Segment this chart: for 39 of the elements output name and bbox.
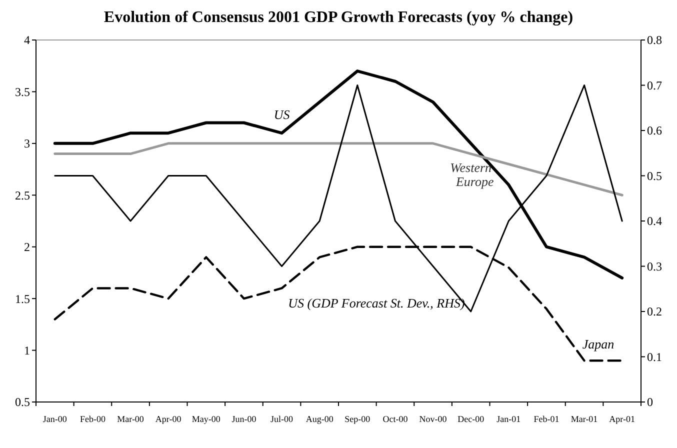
x-tick-label: Oct-00 (382, 414, 408, 424)
x-tick-label: Feb-00 (80, 414, 106, 424)
series-label: US (GDP Forecast St. Dev., RHS) (288, 296, 465, 310)
x-tick-label: Apr-01 (609, 414, 636, 424)
x-tick-label: Nov-00 (419, 414, 448, 424)
y2-tick-label: 0.8 (647, 33, 662, 48)
y-tick-label: 1 (24, 343, 30, 358)
y2-tick-label: 0.2 (647, 304, 662, 319)
y2-tick-label: 0.6 (647, 124, 662, 138)
x-tick-label: Jun-00 (232, 414, 257, 424)
y-tick-label: 3.5 (15, 84, 30, 99)
y-tick-label: 3 (24, 136, 30, 151)
y2-tick-label: 0.7 (647, 78, 662, 92)
x-tick-label: Jul-00 (270, 414, 294, 424)
y-tick-label: 4 (24, 33, 30, 48)
y2-tick-label: 0.4 (647, 214, 662, 228)
y-tick-label: 1.5 (15, 292, 30, 306)
y2-tick-label: 0.1 (647, 350, 662, 364)
series-label: Western Europe (450, 160, 494, 190)
x-tick-label: Dec-00 (458, 414, 485, 424)
y2-tick-label: 0.5 (647, 168, 662, 183)
x-tick-label: Jan-00 (42, 414, 68, 424)
x-tick-label: Mar-00 (117, 414, 144, 424)
x-tick-label: May-00 (192, 414, 221, 424)
x-tick-label: Mar-01 (570, 414, 598, 424)
x-tick-label: Jan-01 (496, 414, 521, 424)
x-tick-label: Feb-01 (534, 414, 560, 424)
x-tick-label: Sep-00 (344, 414, 371, 424)
y2-tick-label: 0.3 (647, 259, 662, 274)
y-tick-label: 2 (24, 240, 30, 254)
series-label: Japan (582, 336, 614, 352)
y-tick-label: 2.5 (15, 188, 30, 202)
x-tick-label: Aug-00 (306, 414, 334, 424)
y-tick-label: 0.5 (15, 395, 30, 410)
chart-title: Evolution of Consensus 2001 GDP Growth Forecasts (yoy % change) (104, 9, 574, 26)
x-tick-label: Apr-00 (155, 414, 182, 424)
series-label: US (274, 107, 290, 122)
line-series (54, 142, 624, 196)
y2-tick-label: 0 (647, 395, 653, 410)
